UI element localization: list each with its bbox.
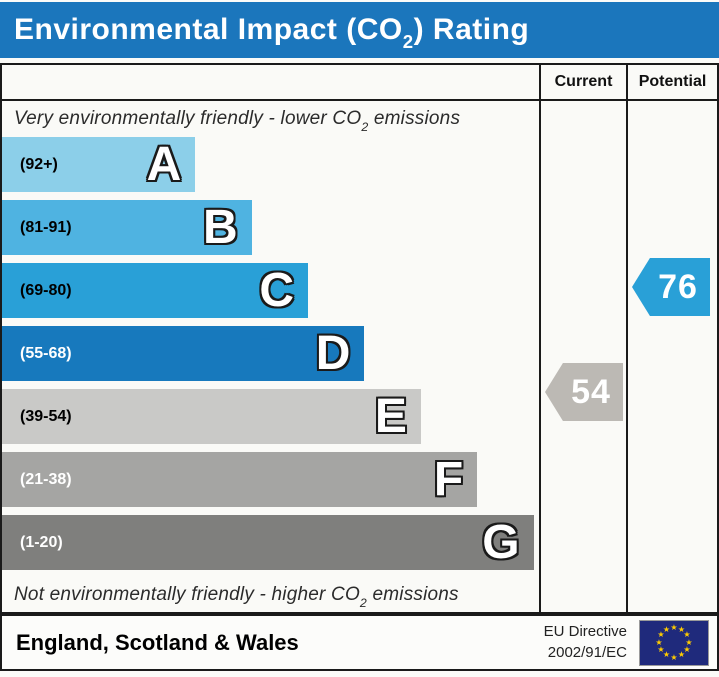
header-current: Current [539,65,626,101]
eu-star-icon: ★ [655,637,663,647]
eu-star-icon: ★ [662,650,671,660]
page-title: Environmental Impact (CO2) Rating [14,13,530,52]
band-range: (21-38) [20,470,72,488]
note-top: Very environmentally friendly - lower CO… [14,108,461,134]
band-range: (1-20) [20,533,63,551]
band-row-a: (92+) A [2,137,539,192]
band-letter: A [146,138,182,191]
title-bar: Environmental Impact (CO2) Rating [0,2,719,58]
eu-star-icon: ★ [677,624,686,634]
note-bottom: Not environmentally friendly - higher CO… [14,584,459,610]
footer: England, Scotland & Wales EU Directive 2… [0,614,719,671]
header-spacer [2,65,539,101]
bands: (92+) A (81-91) B (69-80) C (55-68) [2,137,539,570]
band-letter: G [482,516,520,569]
eu-star-icon: ★ [683,645,691,654]
eu-directive-label: EU Directive 2002/91/EC [543,623,627,661]
eu-flag: ★ ★ ★ ★ ★ ★ ★ ★ ★ ★ ★ ★ [639,619,709,666]
eu-star-icon: ★ [657,630,665,639]
band-letter: C [259,264,295,317]
band-row-f: (21-38) F [2,452,539,507]
potential-value: 76 [658,267,698,306]
band-row-e: (39-54) E [2,389,539,444]
band-bar: (55-68) D [2,326,365,381]
band-bar: (92+) A [2,137,196,192]
band-range: (69-80) [20,281,72,299]
band-bar: (21-38) F [2,452,478,507]
eu-star-icon: ★ [683,630,691,639]
band-range: (55-68) [20,344,72,362]
band-letter: F [433,453,464,506]
band-range: (92+) [20,155,58,173]
rating-table: Current Potential Very environmentally f… [0,63,719,614]
band-row-d: (55-68) D [2,326,539,381]
current-column: 54 [539,101,626,612]
band-letter: E [374,390,407,443]
eu-star-icon: ★ [662,624,671,634]
eu-star-icon: ★ [685,637,693,647]
band-bar: (39-54) E [2,389,421,444]
band-bar: (69-80) C [2,263,309,318]
current-arrow: 54 [545,363,623,421]
eu-star-icon: ★ [670,622,678,632]
potential-arrow: 76 [632,258,710,316]
band-range: (81-91) [20,218,72,236]
eu-star-icon: ★ [677,650,686,660]
band-range: (39-54) [20,407,72,425]
band-row-b: (81-91) B [2,200,539,255]
band-letter: D [315,327,351,380]
potential-column: 76 [626,101,717,612]
eu-star-icon: ★ [657,645,665,654]
eu-star-icon: ★ [670,652,678,662]
band-bar: (1-20) G [2,515,534,570]
current-value: 54 [571,372,611,411]
band-bar: (81-91) B [2,200,252,255]
band-chart: Very environmentally friendly - lower CO… [2,101,539,612]
header-potential: Potential [626,65,717,101]
band-row-c: (69-80) C [2,263,539,318]
title-subscript: 2 [402,31,414,52]
band-letter: B [203,201,238,254]
footer-region: England, Scotland & Wales [16,629,299,655]
band-row-g: (1-20) G [2,515,539,570]
